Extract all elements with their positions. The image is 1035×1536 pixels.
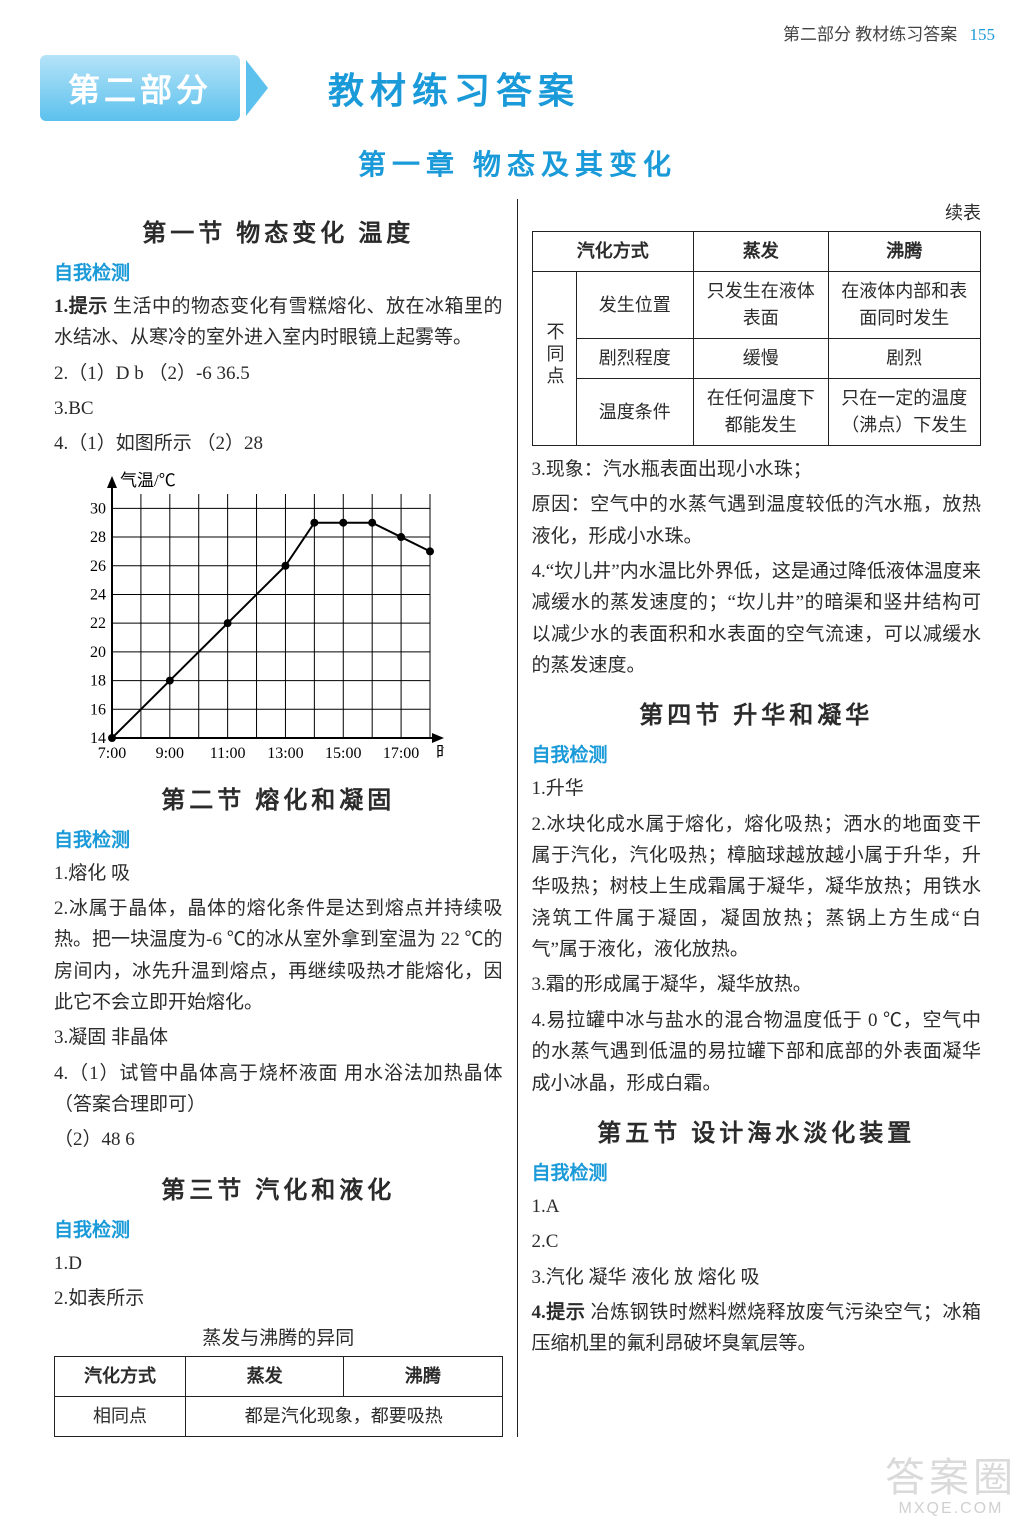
sec5-q4-text: 冶炼钢铁时燃料燃烧释放废气污染空气；冰箱压缩机里的氟利昂破坏臭氧层等。 <box>532 1302 981 1354</box>
t1-h0: 汽化方式 <box>55 1356 186 1396</box>
t1-h2: 沸腾 <box>344 1356 502 1396</box>
sec1-q2: 2.（1）D b （2）-6 36.5 <box>54 358 503 389</box>
sec1-q1-text: 生活中的物态变化有雪糕熔化、放在冰箱里的水结冰、从寒冷的室外进入室内时眼镜上起雾… <box>54 296 502 348</box>
sec1-title: 第一节 物态变化 温度 <box>54 213 503 248</box>
chart-svg: 141618202224262830气温/℃7:009:0011:0013:00… <box>64 466 444 766</box>
table-row: 温度条件 在任何温度下都能发生 只在一定的温度（沸点）下发生 <box>532 379 981 446</box>
t2-h0: 汽化方式 <box>532 232 693 272</box>
table-row: 汽化方式 蒸发 沸腾 <box>532 232 981 272</box>
sec5-check: 自我检测 <box>532 1158 982 1185</box>
sec3-title: 第三节 汽化和液化 <box>54 1170 503 1205</box>
sec5-q1: 1.A <box>532 1191 982 1222</box>
t2-h1: 蒸发 <box>693 232 828 272</box>
page-header: 第二部分 教材练习答案 155 <box>40 20 995 45</box>
svg-text:时刻: 时刻 <box>436 743 444 762</box>
sec4-q1: 1.升华 <box>532 773 982 804</box>
svg-text:22: 22 <box>90 615 106 632</box>
sec5-title: 第五节 设计海水淡化装置 <box>532 1113 982 1148</box>
sec3-q1: 1.D <box>54 1248 503 1279</box>
content-columns: 第一节 物态变化 温度 自我检测 1.提示 生活中的物态变化有雪糕熔化、放在冰箱… <box>40 199 995 1437</box>
svg-text:30: 30 <box>90 500 106 517</box>
part-tab: 第二部分 <box>40 55 240 121</box>
evap-boil-table-2: 汽化方式 蒸发 沸腾 不同点 发生位置 只发生在液体表面 在液体内部和表面同时发… <box>532 231 982 446</box>
sec2-q1: 1.熔化 吸 <box>54 858 503 889</box>
sec2-check: 自我检测 <box>54 825 503 852</box>
sec2-q4b: （2）48 6 <box>54 1124 503 1155</box>
svg-text:15:00: 15:00 <box>325 745 361 762</box>
svg-text:16: 16 <box>90 701 106 718</box>
svg-text:20: 20 <box>90 644 106 661</box>
svg-text:13:00: 13:00 <box>267 745 303 762</box>
svg-text:28: 28 <box>90 529 106 546</box>
t2-group: 不同点 <box>541 322 568 388</box>
sec2-title: 第二节 熔化和凝固 <box>54 780 503 815</box>
part-arrow-icon <box>246 60 268 116</box>
svg-text:26: 26 <box>90 557 106 574</box>
sec5-q4: 4.提示 冶炼钢铁时燃料燃烧释放废气污染空气；冰箱压缩机里的氟利昂破坏臭氧层等。 <box>532 1297 982 1360</box>
table-row: 汽化方式 蒸发 沸腾 <box>55 1356 503 1396</box>
sec1-check: 自我检测 <box>54 258 503 285</box>
svg-text:18: 18 <box>90 672 106 689</box>
sec2-q3: 3.凝固 非晶体 <box>54 1022 503 1053</box>
sec1-q3: 3.BC <box>54 393 503 424</box>
sec3-check: 自我检测 <box>54 1215 503 1242</box>
t2-r1a: 缓慢 <box>693 339 828 379</box>
watermark-big: 答案圈 <box>885 1456 1017 1500</box>
sec3-q3a: 3.现象：汽水瓶表面出现小水珠； <box>532 454 982 485</box>
sec4-check: 自我检测 <box>532 740 982 767</box>
sec3-q3b: 原因：空气中的水蒸气遇到温度较低的汽水瓶，放热液化，形成小水珠。 <box>532 489 982 552</box>
sec1-q1-label: 1.提示 <box>54 296 108 317</box>
t2-r1b: 剧烈 <box>828 339 980 379</box>
t2-r2b: 只在一定的温度（沸点）下发生 <box>828 379 980 446</box>
chapter-title: 第一章 物态及其变化 <box>40 143 995 183</box>
svg-text:11:00: 11:00 <box>210 745 246 762</box>
t1-same-label: 相同点 <box>55 1396 186 1436</box>
sec3-q2: 2.如表所示 <box>54 1283 503 1314</box>
table-row: 不同点 发生位置 只发生在液体表面 在液体内部和表面同时发生 <box>532 272 981 339</box>
sec3-q4: 4.“坎儿井”内水温比外界低，这是通过降低液体温度来减缓水的蒸发速度的；“坎儿井… <box>532 556 982 681</box>
temperature-chart: 141618202224262830气温/℃7:009:0011:0013:00… <box>64 466 503 766</box>
sec3-table-caption: 蒸发与沸腾的异同 <box>54 1323 503 1350</box>
sec4-title: 第四节 升华和凝华 <box>532 695 982 730</box>
sec5-q4-label: 4.提示 <box>532 1302 586 1323</box>
t2-r0a: 只发生在液体表面 <box>693 272 828 339</box>
t2-h2: 沸腾 <box>828 232 980 272</box>
t1-same: 都是汽化现象，都要吸热 <box>186 1396 503 1436</box>
watermark-small: MXQE.COM <box>885 1500 1017 1518</box>
svg-text:17:00: 17:00 <box>383 745 419 762</box>
svg-text:24: 24 <box>90 586 106 603</box>
page-number: 155 <box>970 25 996 44</box>
sec5-q3: 3.汽化 凝华 液化 放 熔化 吸 <box>532 1262 982 1293</box>
table-row: 相同点 都是汽化现象，都要吸热 <box>55 1396 503 1436</box>
t2-r2a: 在任何温度下都能发生 <box>693 379 828 446</box>
sec2-q2: 2.冰属于晶体，晶体的熔化条件是达到熔点并持续吸热。把一块温度为-6 ℃的冰从室… <box>54 893 503 1018</box>
part-banner: 第二部分 教材练习答案 <box>40 55 995 121</box>
sec4-q3: 3.霜的形成属于凝华，凝华放热。 <box>532 969 982 1000</box>
table-row: 剧烈程度 缓慢 剧烈 <box>532 339 981 379</box>
header-text: 第二部分 教材练习答案 <box>783 25 957 44</box>
svg-text:9:00: 9:00 <box>156 745 184 762</box>
t2-r1k: 剧烈程度 <box>576 339 693 379</box>
sec1-q1: 1.提示 生活中的物态变化有雪糕熔化、放在冰箱里的水结冰、从寒冷的室外进入室内时… <box>54 291 503 354</box>
sec4-q2: 2.冰块化成水属于熔化，熔化吸热；洒水的地面变干属于汽化，汽化吸热；樟脑球越放越… <box>532 809 982 966</box>
sec2-q4a: 4.（1）试管中晶体高于烧杯液面 用水浴法加热晶体（答案合理即可） <box>54 1058 503 1121</box>
svg-text:7:00: 7:00 <box>98 745 126 762</box>
t2-r0k: 发生位置 <box>576 272 693 339</box>
part-title: 教材练习答案 <box>328 62 580 114</box>
sec4-q4: 4.易拉罐中冰与盐水的混合物温度低于 0 ℃，空气中的水蒸气遇到低温的易拉罐下部… <box>532 1005 982 1099</box>
right-column: 续表 汽化方式 蒸发 沸腾 不同点 发生位置 只发生在液体表面 在液体内部和表面… <box>518 199 996 1437</box>
sec5-q2: 2.C <box>532 1226 982 1257</box>
t2-r2k: 温度条件 <box>576 379 693 446</box>
left-column: 第一节 物态变化 温度 自我检测 1.提示 生活中的物态变化有雪糕熔化、放在冰箱… <box>40 199 518 1437</box>
continued-label: 续表 <box>532 199 982 225</box>
watermark: 答案圈 MXQE.COM <box>885 1456 1017 1518</box>
t1-h1: 蒸发 <box>186 1356 344 1396</box>
evap-boil-table-1: 汽化方式 蒸发 沸腾 相同点 都是汽化现象，都要吸热 <box>54 1356 503 1437</box>
sec1-q4: 4.（1）如图所示 （2）28 <box>54 428 503 459</box>
svg-text:气温/℃: 气温/℃ <box>120 471 176 490</box>
t2-r0b: 在液体内部和表面同时发生 <box>828 272 980 339</box>
